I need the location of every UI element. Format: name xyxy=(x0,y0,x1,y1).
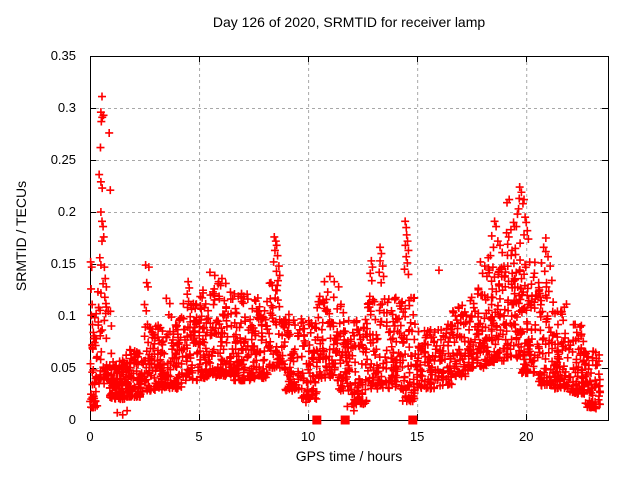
y-tick-label: 0.25 xyxy=(50,152,76,167)
x-tick-label: 5 xyxy=(195,429,203,444)
x-tick-label: 20 xyxy=(518,429,534,444)
y-tick-label: 0.35 xyxy=(50,48,76,63)
x-tick-label: 15 xyxy=(409,429,425,444)
x-tick-label: 10 xyxy=(300,429,316,444)
chart-title: Day 126 of 2020, SRMTID for receiver lam… xyxy=(212,14,486,30)
y-tick-label: 0.05 xyxy=(50,360,76,375)
x-tick-label: 0 xyxy=(86,429,94,444)
y-tick-label: 0 xyxy=(68,412,76,427)
y-tick-label: 0.1 xyxy=(57,308,76,323)
y-tick-label: 0.15 xyxy=(50,256,76,271)
x-axis-label: GPS time / hours xyxy=(295,448,403,464)
y-tick-label: 0.2 xyxy=(57,204,76,219)
y-tick-label: 0.3 xyxy=(57,100,76,115)
y-axis-label: SRMTID / TECUs xyxy=(13,180,29,292)
